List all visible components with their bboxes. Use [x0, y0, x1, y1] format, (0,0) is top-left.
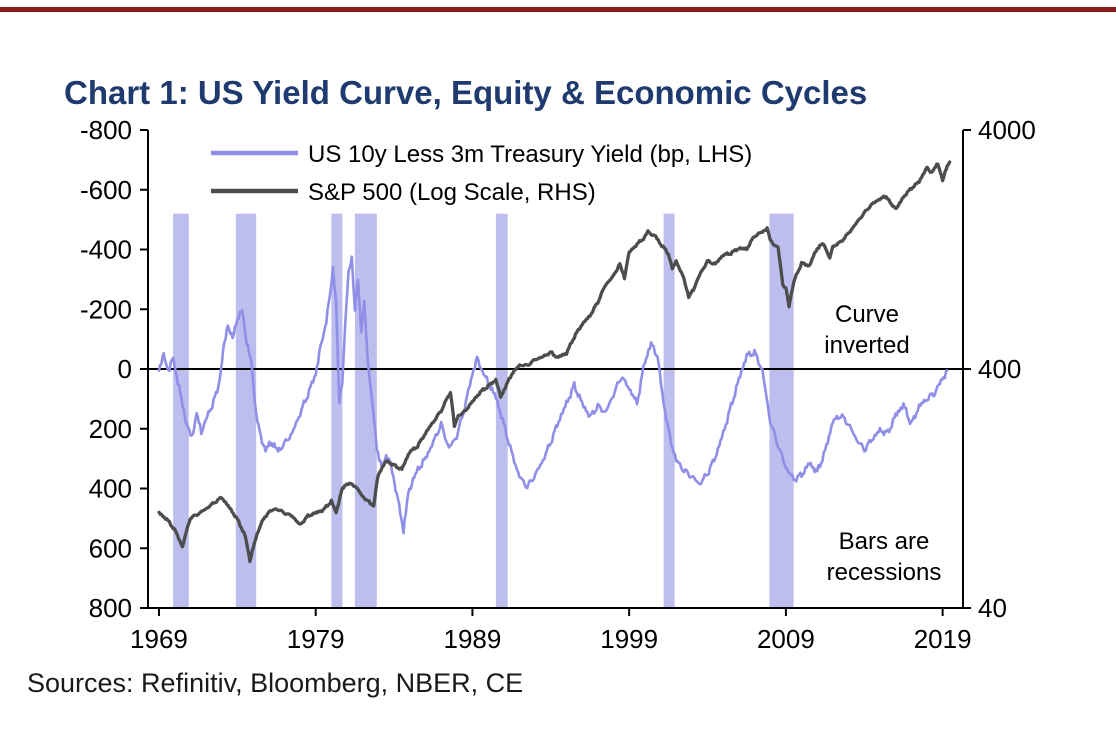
legend-label: S&P 500 (Log Scale, RHS): [308, 179, 596, 206]
left-axis-tick-label: 0: [118, 354, 132, 384]
recession-bar: [173, 213, 189, 608]
x-axis-tick-label: 1969: [130, 624, 188, 654]
x-axis-tick-label: 1989: [444, 624, 502, 654]
left-axis-tick-label: -600: [80, 175, 132, 205]
left-axis-tick-label: -800: [80, 115, 132, 145]
yield-spread-line: [157, 255, 949, 535]
top-rule: [0, 7, 1116, 12]
recession-bar: [495, 213, 508, 608]
right-axis-tick-label: 40: [978, 593, 1007, 623]
sources-note: Sources: Refinitiv, Bloomberg, NBER, CE: [27, 668, 524, 698]
left-axis-tick-label: 400: [89, 474, 132, 504]
x-axis-tick-label: 1999: [600, 624, 658, 654]
right-axis-tick-label: 400: [978, 354, 1021, 384]
annotation-text: recessions: [827, 559, 942, 586]
left-axis-tick-label: 600: [89, 533, 132, 563]
left-axis-tick-label: 800: [89, 593, 132, 623]
x-axis-tick-label: 2009: [757, 624, 815, 654]
left-axis-tick-label: -200: [80, 294, 132, 324]
annotation-text: inverted: [824, 332, 909, 359]
annotation-text: Curve: [835, 301, 899, 328]
recession-bar: [331, 213, 343, 608]
chart-title: Chart 1: US Yield Curve, Equity & Econom…: [64, 74, 868, 112]
left-axis-tick-label: -400: [80, 235, 132, 265]
x-axis-tick-label: 2019: [914, 624, 972, 654]
left-axis-tick-label: 200: [89, 414, 132, 444]
right-axis-tick-label: 4000: [978, 115, 1036, 145]
annotation-text: Bars are: [839, 528, 930, 555]
recession-bar: [663, 213, 675, 608]
legend-label: US 10y Less 3m Treasury Yield (bp, LHS): [308, 141, 752, 168]
sp500-line: [157, 160, 952, 564]
x-axis-tick-label: 1979: [287, 624, 345, 654]
